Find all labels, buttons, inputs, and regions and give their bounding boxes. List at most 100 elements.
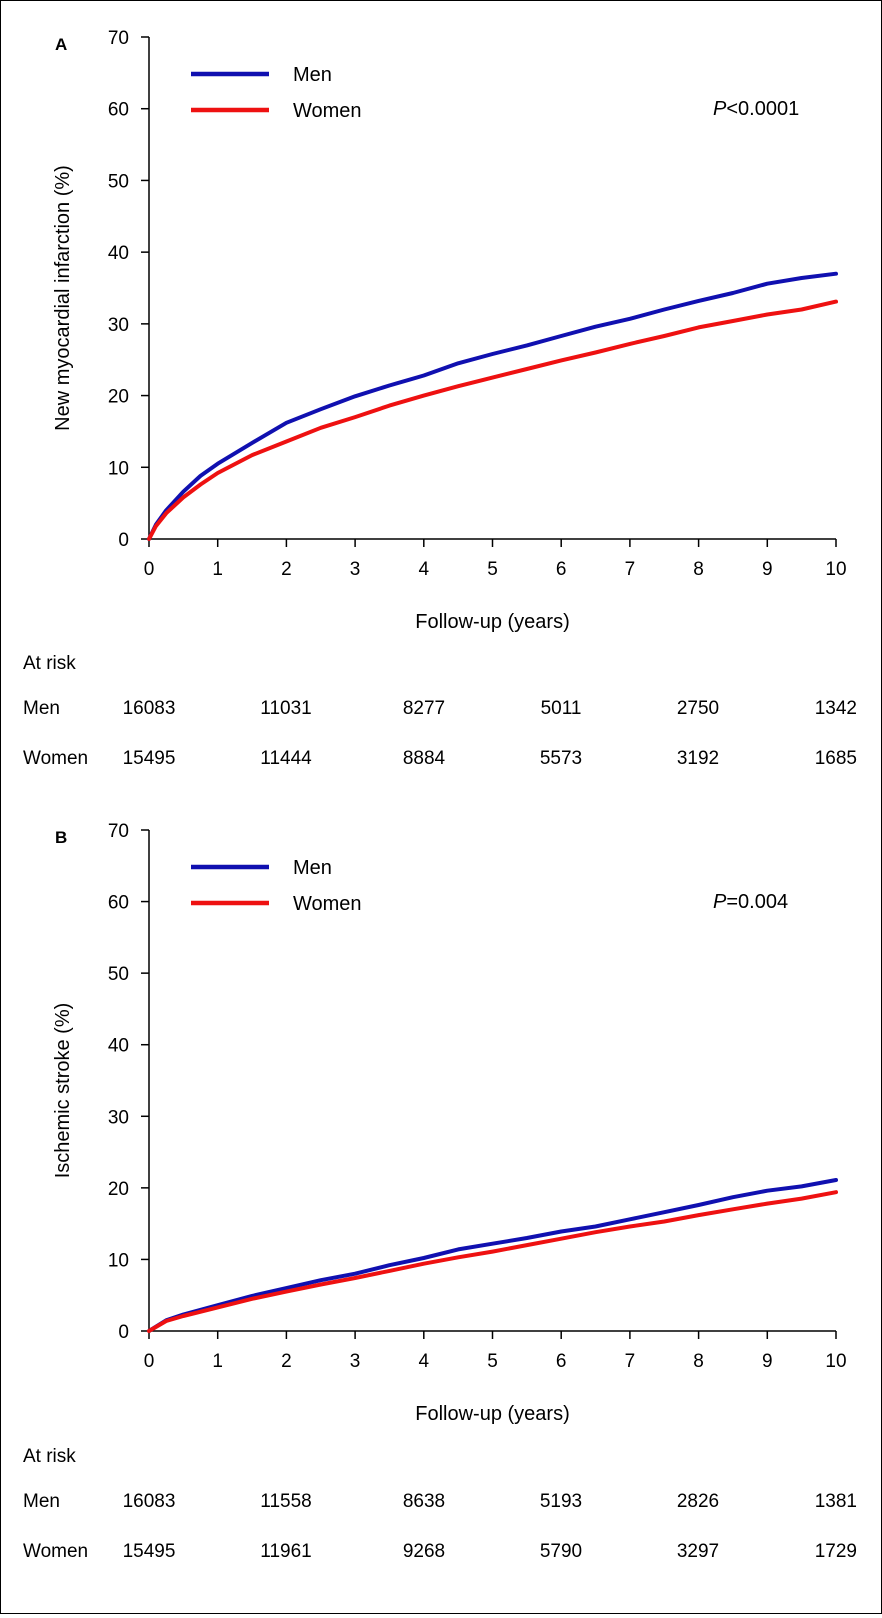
legend-label-men: Men	[293, 64, 332, 86]
series-point-men	[285, 1287, 287, 1289]
x-tick-label: 0	[144, 559, 155, 580]
y-tick-label: 50	[108, 964, 129, 985]
y-tick-label: 50	[108, 171, 129, 192]
x-tick-label: 5	[487, 559, 498, 580]
at-risk-value: 8884	[403, 748, 446, 769]
at-risk-value: 1381	[815, 1491, 857, 1512]
y-tick-label: 60	[108, 100, 129, 121]
series-point-men	[594, 1225, 597, 1228]
x-tick-label: 1	[212, 559, 223, 580]
series-point-men	[354, 1273, 356, 1275]
series-point-women	[320, 1283, 322, 1286]
at-risk-value: 5193	[540, 1491, 582, 1512]
at-risk-value: 3192	[677, 748, 719, 769]
x-tick-label: 3	[350, 559, 361, 580]
series-point-women	[560, 1238, 562, 1240]
series-point-women	[560, 359, 562, 362]
y-tick-label: 10	[108, 458, 129, 479]
series-point-men	[594, 326, 597, 328]
series-line-women	[147, 1190, 838, 1333]
series-line-men	[147, 271, 838, 541]
series-point-women	[766, 313, 768, 316]
x-tick-label: 6	[556, 1351, 567, 1372]
at-risk-value: 5573	[540, 748, 582, 769]
series-point-women	[217, 472, 219, 474]
series-point-men	[560, 335, 562, 337]
series-point-men	[698, 300, 700, 302]
series-point-women	[148, 538, 150, 540]
x-axis-title: Follow-up (years)	[415, 1403, 569, 1425]
x-tick-label: 2	[281, 559, 292, 580]
at-risk-value: 11444	[260, 748, 312, 769]
series-point-men	[526, 344, 528, 346]
series-point-women	[251, 454, 253, 456]
at-risk-value: 3297	[677, 1541, 719, 1562]
at-risk-value: 2750	[677, 698, 719, 719]
series-point-men	[835, 273, 837, 275]
series-point-women	[732, 320, 734, 322]
series-point-men	[801, 1185, 803, 1188]
series-point-men	[388, 1264, 391, 1266]
panel-b-label: B	[55, 828, 67, 847]
x-tick-label: 4	[419, 559, 430, 580]
x-tick-label: 8	[693, 559, 704, 580]
x-tick-label: 2	[281, 1351, 292, 1372]
legend-label-women: Women	[293, 100, 362, 122]
series-point-women	[217, 1306, 219, 1308]
y-tick-label: 10	[108, 1250, 129, 1271]
at-risk-value: 1685	[815, 748, 857, 769]
x-tick-label: 0	[144, 1351, 155, 1372]
x-tick-label: 5	[487, 1351, 498, 1372]
p-value-annotation: P=0.004	[713, 891, 788, 913]
series-point-women	[199, 483, 202, 486]
series-point-women	[801, 308, 803, 311]
x-tick-label: 3	[350, 1351, 361, 1372]
series-point-women	[801, 1197, 803, 1200]
y-tick-label: 0	[118, 1322, 129, 1343]
at-risk-title: At risk	[23, 1446, 76, 1467]
series-point-men	[835, 1179, 837, 1181]
at-risk-value: 8638	[403, 1491, 445, 1512]
at-risk-row-label: Men	[23, 1491, 60, 1512]
series-point-women	[388, 405, 391, 407]
series-point-women	[526, 1244, 528, 1246]
series-point-women	[354, 1277, 356, 1279]
at-risk-row-label: Women	[23, 1541, 88, 1562]
at-risk-value: 11558	[260, 1491, 311, 1512]
series-line-women	[147, 299, 838, 541]
series-point-men	[663, 1211, 665, 1213]
series-point-men	[354, 395, 356, 397]
series-point-women	[457, 1256, 459, 1258]
p-value-italic: P	[713, 891, 727, 913]
series-point-men	[285, 422, 287, 424]
series-point-men	[457, 362, 459, 364]
y-tick-label: 30	[108, 315, 129, 336]
series-point-men	[320, 1279, 322, 1281]
y-axis-title: New myocardial infarction (%)	[52, 165, 74, 431]
y-tick-label: 0	[118, 530, 129, 551]
series-point-women	[732, 1208, 734, 1210]
at-risk-value: 8277	[403, 698, 445, 719]
y-tick-label: 70	[108, 821, 129, 842]
y-tick-label: 30	[108, 1107, 129, 1128]
series-line-men	[147, 1178, 838, 1333]
at-risk-value: 1729	[815, 1541, 857, 1562]
at-risk-value: 2826	[677, 1491, 719, 1512]
x-tick-label: 1	[212, 1351, 223, 1372]
series-point-men	[423, 1257, 425, 1259]
series-point-women	[835, 301, 837, 303]
at-risk-value: 11031	[260, 698, 311, 719]
series-point-women	[663, 1220, 665, 1223]
series-point-men	[732, 292, 734, 294]
series-point-women	[457, 385, 459, 387]
series-point-men	[491, 1243, 494, 1245]
series-point-women	[663, 335, 665, 337]
y-tick-label: 20	[108, 387, 129, 408]
series-point-women	[148, 1330, 150, 1332]
series-point-men	[388, 384, 391, 387]
series-point-women	[766, 1203, 768, 1205]
panel-b: B 0 10 20 30 40 50 60 70 0 1 2 3 4 5 6 7 8 9 10 Follow-up (…	[23, 821, 857, 1562]
series-point-women	[835, 1191, 837, 1193]
series-point-women	[251, 1298, 253, 1300]
